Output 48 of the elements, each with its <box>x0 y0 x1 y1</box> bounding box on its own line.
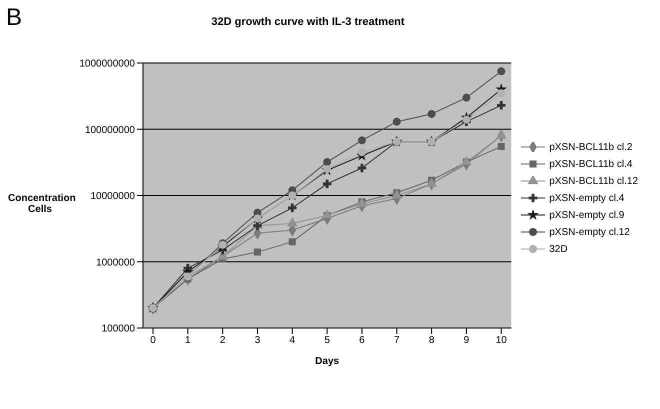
point <box>461 156 472 166</box>
point <box>358 148 366 156</box>
y-tick-label: 1000000 <box>96 257 136 268</box>
point <box>462 94 470 102</box>
legend-label: pXSN-empty cl.12 <box>549 226 630 238</box>
point <box>496 129 507 139</box>
point <box>497 101 506 110</box>
point <box>358 136 366 144</box>
point <box>426 178 437 187</box>
x-tick-label: 10 <box>496 335 508 346</box>
x-tick-label: 2 <box>220 335 226 346</box>
point <box>322 180 332 188</box>
point <box>254 248 262 256</box>
legend-label: pXSN-BCL11b cl.12 <box>549 176 638 186</box>
point <box>288 238 296 246</box>
legend-label: pXSN-BCL11b cl.2 <box>549 142 632 152</box>
text: B <box>6 4 22 32</box>
legend-label: pXSN-empty cl.9 <box>549 210 624 220</box>
point <box>322 209 332 219</box>
x-tick-label: 9 <box>464 335 470 346</box>
x-tick-label: 1 <box>185 335 192 346</box>
point <box>497 89 506 98</box>
x-tick-label: 3 <box>254 335 261 346</box>
x-tick-label: 5 <box>324 335 330 346</box>
y-tick-label: 1000000000 <box>79 58 136 70</box>
point <box>498 142 505 150</box>
point <box>497 67 506 76</box>
legend-label: pXSN-empty cl.4 <box>549 192 624 204</box>
x-tick-label: 4 <box>290 335 296 346</box>
point <box>288 204 297 212</box>
y-tick-label: 100000000 <box>84 124 136 136</box>
point <box>323 158 332 166</box>
x-tick-label: 6 <box>359 335 366 346</box>
x-tick-label: 8 <box>428 335 435 346</box>
y-tick-label: 100000 <box>102 324 136 335</box>
point <box>358 164 366 172</box>
y-tick-label: 10000000 <box>90 191 136 202</box>
point <box>392 118 401 126</box>
x-axis-title: Days <box>315 356 340 367</box>
point <box>391 189 402 199</box>
x-tick-label: 0 <box>150 335 156 346</box>
legend-label: pXSN-BCL11b cl.4 <box>549 158 632 170</box>
y-axis-title: Concentration Cells <box>8 193 76 215</box>
x-tick-label: 7 <box>394 335 400 346</box>
point <box>428 110 436 118</box>
legend-label: 32D <box>549 244 568 254</box>
chart-title: 32D growth curve with IL-3 treatment <box>211 16 405 28</box>
point <box>286 217 298 226</box>
